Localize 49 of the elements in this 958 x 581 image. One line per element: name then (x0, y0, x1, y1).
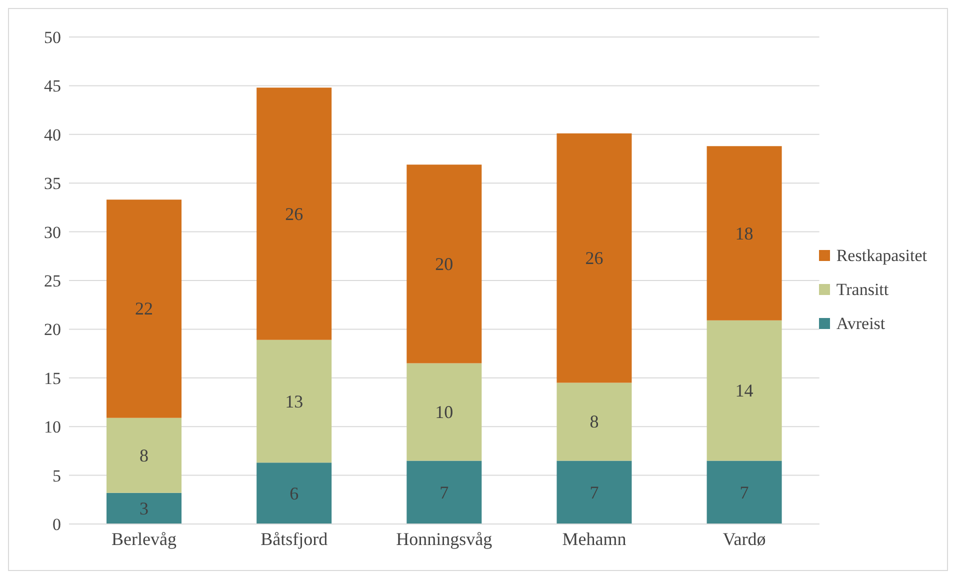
x-tick-label: Mehamn (562, 528, 626, 549)
data-label: 26 (285, 204, 304, 224)
y-tick-label: 50 (44, 28, 61, 48)
y-tick-label: 45 (44, 76, 61, 96)
x-tick-label: Båtsfjord (260, 528, 328, 549)
data-label: 6 (290, 483, 299, 504)
bar (406, 460, 482, 524)
bar (106, 200, 182, 418)
bar (706, 460, 782, 524)
data-label: 22 (135, 298, 154, 319)
bar (406, 164, 482, 364)
bar (706, 146, 782, 320)
data-label: 8 (590, 412, 599, 432)
data-label: 7 (740, 482, 749, 502)
bar (106, 492, 182, 524)
y-tick-label: 30 (44, 222, 61, 242)
bar (556, 133, 632, 383)
bar (256, 88, 332, 340)
data-label: 14 (735, 380, 754, 401)
y-tick-label: 15 (44, 368, 61, 388)
x-tick-label: Honningsvåg (396, 528, 492, 549)
data-label: 7 (440, 482, 449, 502)
y-tick-label: 5 (52, 466, 61, 486)
bar (406, 363, 482, 461)
data-label: 20 (435, 254, 454, 274)
bar (556, 382, 632, 461)
y-tick-label: 40 (44, 125, 61, 144)
data-label: 10 (435, 402, 454, 422)
data-label: 26 (585, 248, 604, 268)
data-label: 8 (140, 445, 149, 466)
bar (256, 340, 332, 463)
legend-label: Transitt (836, 280, 889, 300)
y-tick-label: 25 (44, 272, 61, 291)
y-tick-label: 20 (44, 320, 61, 340)
bar (556, 460, 632, 524)
y-tick-label: 10 (44, 418, 61, 437)
data-label: 7 (590, 482, 599, 502)
bar (106, 418, 182, 493)
data-label: 13 (285, 391, 304, 412)
data-label: 3 (140, 498, 149, 518)
data-label: 18 (735, 223, 754, 244)
x-tick-label: Berlevåg (112, 528, 177, 549)
bar (706, 320, 782, 461)
legend-label: Restkapasitet (836, 246, 927, 266)
y-tick-label: 35 (44, 174, 61, 194)
x-tick-label: Vardø (722, 528, 766, 549)
bar (256, 462, 332, 524)
legend-label: Avreist (836, 314, 886, 334)
y-tick-label: 0 (52, 515, 61, 534)
